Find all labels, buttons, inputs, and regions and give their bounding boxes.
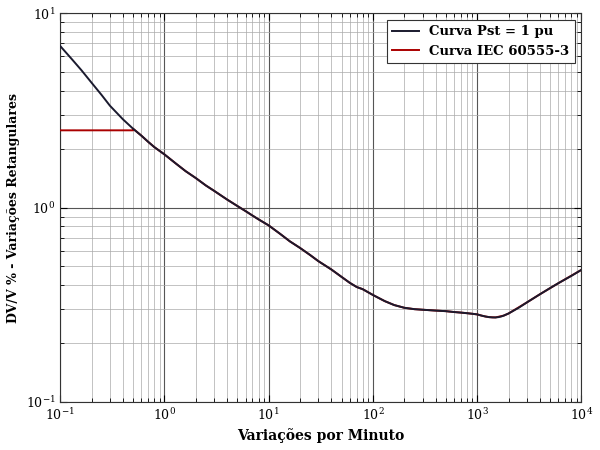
Curva Pst = 1 pu (578, 267, 585, 273)
Curva Pst = 1 pu (173, 161, 180, 166)
Curva Pst = 1 pu (56, 43, 64, 49)
Curva IEC 60555-3 (255, 216, 262, 222)
Curva Pst = 1 pu (489, 315, 496, 320)
Curva Pst = 1 pu (411, 306, 418, 312)
Curva IEC 60555-3 (224, 197, 231, 202)
Curva Pst = 1 pu (211, 188, 218, 194)
Curva IEC 60555-3 (130, 126, 137, 131)
Line: Curva Pst = 1 pu: Curva Pst = 1 pu (60, 46, 581, 317)
Curva IEC 60555-3 (432, 308, 439, 313)
Line: Curva IEC 60555-3: Curva IEC 60555-3 (60, 129, 581, 317)
Curva Pst = 1 pu (106, 103, 113, 108)
Curva Pst = 1 pu (346, 280, 353, 285)
Curva IEC 60555-3 (265, 223, 272, 228)
Curva IEC 60555-3 (578, 267, 585, 273)
X-axis label: Variações por Minuto: Variações por Minuto (237, 428, 404, 443)
Legend: Curva Pst = 1 pu, Curva IEC 60555-3: Curva Pst = 1 pu, Curva IEC 60555-3 (387, 20, 575, 63)
Curva IEC 60555-3 (56, 128, 64, 133)
Curva IEC 60555-3 (554, 280, 562, 286)
Curva IEC 60555-3 (457, 310, 464, 315)
Y-axis label: DV/V % - Variações Retangulares: DV/V % - Variações Retangulares (7, 93, 20, 323)
Curva IEC 60555-3 (492, 315, 499, 320)
Curva Pst = 1 pu (505, 311, 512, 316)
